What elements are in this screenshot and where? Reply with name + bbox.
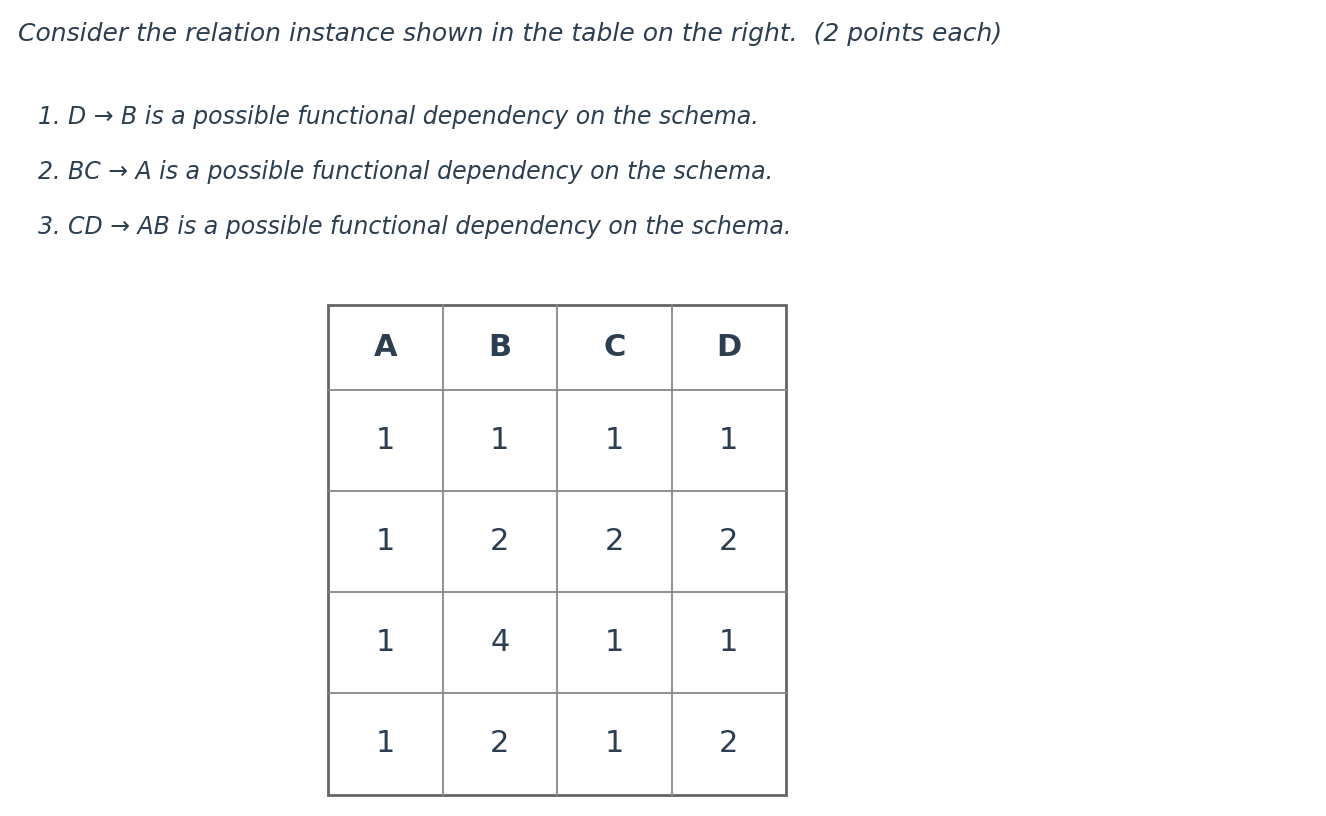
Text: A: A: [374, 333, 396, 362]
Text: 1: 1: [605, 628, 625, 657]
Text: 1. D → B is a possible functional dependency on the schema.: 1. D → B is a possible functional depend…: [38, 105, 758, 129]
Text: 3. CD → AB is a possible functional dependency on the schema.: 3. CD → AB is a possible functional depe…: [38, 215, 792, 239]
Text: D: D: [716, 333, 741, 362]
Text: 1: 1: [605, 426, 625, 455]
Text: 1: 1: [375, 527, 395, 556]
Text: 2: 2: [719, 527, 739, 556]
Text: 2. BC → A is a possible functional dependency on the schema.: 2. BC → A is a possible functional depen…: [38, 160, 773, 184]
Text: B: B: [488, 333, 512, 362]
Text: 1: 1: [375, 729, 395, 758]
Text: 4: 4: [491, 628, 509, 657]
Text: Consider the relation instance shown in the table on the right.  (2 points each): Consider the relation instance shown in …: [19, 22, 1002, 46]
Text: 1: 1: [719, 628, 739, 657]
Text: 1: 1: [605, 729, 625, 758]
Text: 1: 1: [491, 426, 509, 455]
Text: 1: 1: [375, 426, 395, 455]
Text: C: C: [603, 333, 626, 362]
Text: 1: 1: [375, 628, 395, 657]
Text: 1: 1: [719, 426, 739, 455]
Text: 2: 2: [605, 527, 625, 556]
Text: 2: 2: [719, 729, 739, 758]
Text: 2: 2: [491, 729, 509, 758]
Text: 2: 2: [491, 527, 509, 556]
